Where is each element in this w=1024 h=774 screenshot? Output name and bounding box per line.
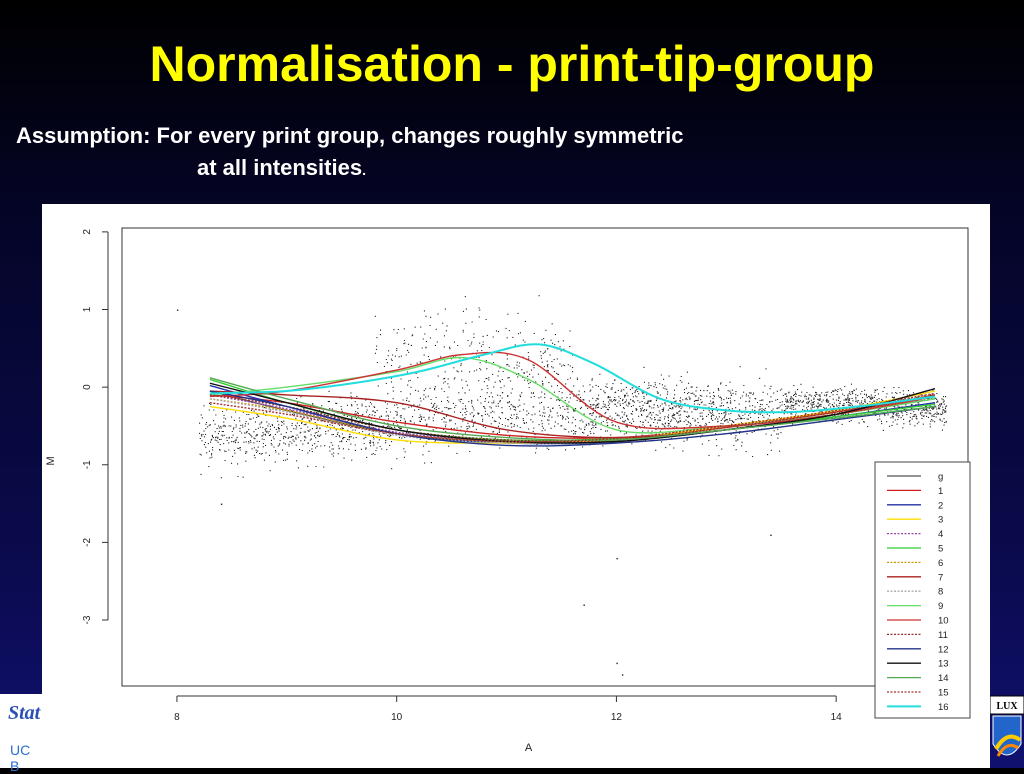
legend-label-10: 10 bbox=[938, 616, 949, 627]
legend-label-4: 4 bbox=[938, 529, 943, 540]
legend-label-2: 2 bbox=[938, 500, 943, 511]
x-tick-label: 10 bbox=[391, 712, 403, 723]
legend-box bbox=[874, 461, 971, 719]
y-tick-label: 1 bbox=[82, 306, 93, 312]
institution-crest-logo: LUX bbox=[989, 694, 1024, 768]
y-axis-label: M bbox=[45, 456, 57, 465]
outlier-point bbox=[616, 557, 618, 560]
outlier-point bbox=[770, 534, 772, 537]
legend-label-13: 13 bbox=[938, 659, 949, 670]
stat-logo: Stat UC B bbox=[0, 694, 42, 774]
legend-label-16: 16 bbox=[938, 702, 949, 713]
outlier-point bbox=[616, 662, 618, 665]
assumption-line-1: Assumption: For every print group, chang… bbox=[16, 123, 684, 148]
series-line-14 bbox=[209, 377, 936, 442]
y-tick-label: -1 bbox=[82, 460, 93, 469]
uc-berkeley-caption: UC B bbox=[10, 742, 31, 774]
legend-label-14: 14 bbox=[938, 673, 949, 684]
crest-text: LUX bbox=[996, 701, 1018, 712]
outlier-point bbox=[220, 503, 223, 505]
legend-label-g: g bbox=[938, 472, 943, 483]
legend-label-11: 11 bbox=[938, 630, 948, 641]
series-line-13 bbox=[209, 382, 936, 444]
x-tick-label: 14 bbox=[831, 712, 843, 723]
outlier-point bbox=[176, 309, 179, 311]
x-axis-label: A bbox=[525, 742, 533, 754]
y-tick-label: -3 bbox=[82, 615, 93, 624]
series-line-15 bbox=[209, 392, 936, 443]
series-line-10 bbox=[209, 351, 936, 430]
outlier-point bbox=[621, 674, 624, 676]
legend-label-1: 1 bbox=[938, 486, 943, 497]
assumption-line-2: at all intensities. bbox=[16, 152, 683, 186]
legend-label-8: 8 bbox=[938, 587, 943, 598]
scatter-points bbox=[176, 295, 948, 676]
slide-title: Normalisation - print-tip-group bbox=[149, 36, 875, 92]
series-line-12 bbox=[209, 390, 936, 447]
legend-label-5: 5 bbox=[938, 544, 943, 555]
y-tick-label: 2 bbox=[82, 229, 93, 235]
outlier-point bbox=[583, 604, 585, 606]
y-tick-label: 0 bbox=[82, 384, 93, 390]
series-line-16 bbox=[209, 343, 936, 414]
legend-label-9: 9 bbox=[938, 601, 943, 612]
plot-border bbox=[121, 227, 969, 687]
legend-label-3: 3 bbox=[938, 515, 943, 526]
x-tick-label: 8 bbox=[174, 712, 180, 723]
x-tick-label: 12 bbox=[611, 712, 623, 723]
ma-plot: 8 10 12 14 2 1 0 -1 -2 -3 A M g 1 2 3 4 5 6 7 8 9 10 11 12 13 14 1… bbox=[42, 204, 990, 768]
legend-label-7: 7 bbox=[938, 572, 943, 583]
loess-curves bbox=[209, 343, 936, 447]
stat-logo-text: Stat bbox=[8, 702, 41, 724]
series-line-3 bbox=[209, 390, 936, 444]
legend-label-15: 15 bbox=[938, 688, 949, 699]
crest-icon: LUX bbox=[989, 695, 1024, 757]
assumption-text: Assumption: For every print group, chang… bbox=[16, 120, 683, 186]
legend-label-12: 12 bbox=[938, 644, 949, 655]
y-tick-label: -2 bbox=[82, 538, 93, 547]
assumption-line-2-text: at all intensities bbox=[197, 155, 363, 180]
legend-label-6: 6 bbox=[938, 558, 943, 569]
assumption-period: . bbox=[362, 162, 366, 178]
